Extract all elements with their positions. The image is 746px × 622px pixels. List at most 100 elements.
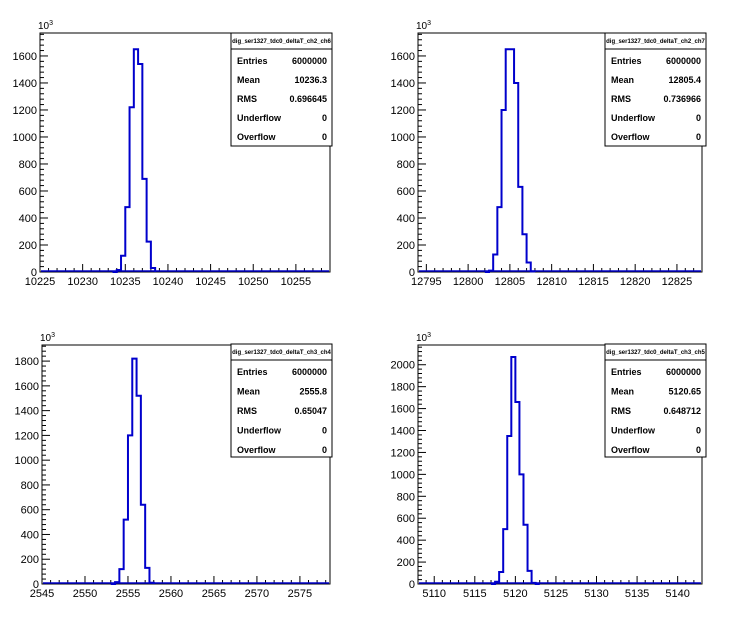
x-tick-label: 5130 (584, 588, 608, 600)
stats-box-frame (604, 32, 707, 147)
x-tick-label: 10225 (25, 276, 56, 288)
stats-value-entries: 6000000 (292, 56, 327, 66)
y-tick-label: 1200 (13, 105, 37, 117)
stats-label-entries: Entries (237, 56, 268, 66)
y-tick-label: 1600 (391, 51, 415, 63)
y-exponent-label: 103 (38, 20, 53, 32)
stats-value-underflow: 0 (322, 426, 327, 436)
x-tick-label: 2545 (30, 588, 54, 600)
y-tick-label: 0 (409, 267, 415, 279)
stats-value-underflow: 0 (696, 113, 701, 123)
y-tick-label: 800 (397, 159, 415, 171)
y-tick-label: 2000 (391, 360, 415, 372)
stats-box-frame (230, 343, 333, 458)
plot-frame (417, 344, 703, 585)
stats-value-entries: 6000000 (292, 367, 327, 377)
y-tick-label: 400 (19, 213, 37, 225)
x-tick-label: 12800 (453, 276, 484, 288)
y-exponent-power: 3 (51, 332, 55, 339)
y-tick-label: 0 (409, 579, 415, 591)
y-tick-label: 1200 (391, 447, 415, 459)
stats-label-entries: Entries (611, 367, 642, 377)
stats-label-underflow: Underflow (611, 426, 656, 436)
y-tick-label: 600 (397, 186, 415, 198)
stats-box-title: dig_ser1327_tdc0_deltaT_ch2_ch6 (232, 39, 331, 45)
y-tick-label: 0 (33, 579, 39, 591)
x-tick-label: 12795 (411, 276, 442, 288)
stats-value-entries: 6000000 (666, 56, 701, 66)
y-tick-label: 1600 (391, 404, 415, 416)
y-exponent-power: 3 (49, 20, 53, 27)
x-tick-label: 10250 (238, 276, 269, 288)
y-tick-label: 1600 (13, 51, 37, 63)
x-tick-label: 12820 (620, 276, 651, 288)
x-tick-label: 5120 (503, 588, 527, 600)
x-tick-label: 5140 (665, 588, 689, 600)
stats-label-rms: RMS (611, 406, 631, 416)
y-tick-label: 1000 (391, 132, 415, 144)
y-exponent-power: 3 (427, 20, 431, 27)
stats-label-entries: Entries (611, 56, 642, 66)
stats-box-title: dig_ser1327_tdc0_deltaT_ch3_ch5 (606, 350, 705, 356)
x-tick-label: 5135 (625, 588, 649, 600)
stats-label-entries: Entries (237, 367, 268, 377)
stats-label-underflow: Underflow (237, 426, 282, 436)
stats-value-rms: 0.736966 (663, 94, 701, 104)
stats-value-rms: 0.65047 (294, 406, 327, 416)
y-tick-label: 200 (397, 240, 415, 252)
stats-label-overflow: Overflow (237, 132, 277, 142)
stats-box-title: dig_ser1327_tdc0_deltaT_ch2_ch7 (606, 39, 705, 45)
stats-value-rms: 0.648712 (663, 406, 701, 416)
stats-label-mean: Mean (237, 75, 260, 85)
stats-value-overflow: 0 (322, 445, 327, 455)
y-tick-label: 1800 (391, 382, 415, 394)
stats-value-overflow: 0 (322, 132, 327, 142)
x-tick-label: 2560 (159, 588, 183, 600)
y-exponent-label: 103 (416, 332, 431, 344)
histogram-outline (491, 356, 540, 585)
y-tick-label: 400 (397, 213, 415, 225)
stats-value-overflow: 0 (696, 445, 701, 455)
x-tick-label: 2570 (245, 588, 269, 600)
histogram-panel-2: 0 200 400 600 800 1000 1200 1400 1600 103 12795 128… (391, 20, 707, 288)
stats-box: dig_ser1327_tdc0_deltaT_ch2_ch6 Entries 60… (230, 32, 333, 147)
y-tick-label: 200 (21, 554, 39, 566)
stats-box-frame (230, 32, 333, 147)
y-exponent-label: 103 (40, 332, 55, 344)
y-tick-label: 1600 (15, 381, 39, 393)
histogram-panel-1: 0 200 400 600 800 1000 1200 1400 1600 103 10225 102… (13, 20, 333, 288)
y-tick-label: 600 (19, 186, 37, 198)
histogram-outline (110, 357, 155, 585)
x-tick-label: 12815 (578, 276, 609, 288)
histogram-outline (484, 48, 536, 273)
stats-value-mean: 5120.65 (668, 387, 701, 397)
y-tick-label: 800 (19, 159, 37, 171)
y-tick-label: 1000 (13, 132, 37, 144)
x-tick-label: 10245 (195, 276, 226, 288)
x-tick-label: 10230 (67, 276, 98, 288)
stats-box-title: dig_ser1327_tdc0_deltaT_ch3_ch4 (232, 350, 331, 356)
y-exponent-label: 103 (416, 20, 431, 32)
histogram-outline (112, 48, 157, 273)
y-tick-label: 600 (21, 505, 39, 517)
x-tick-label: 12805 (495, 276, 526, 288)
stats-box: dig_ser1327_tdc0_deltaT_ch3_ch5 Entries 60… (604, 343, 707, 458)
y-tick-label: 1000 (15, 455, 39, 467)
stats-value-underflow: 0 (322, 113, 327, 123)
stats-value-overflow: 0 (696, 132, 701, 142)
y-tick-label: 400 (397, 535, 415, 547)
y-tick-label: 400 (21, 529, 39, 541)
stats-value-entries: 6000000 (666, 367, 701, 377)
y-tick-label: 1400 (15, 406, 39, 418)
stats-value-rms: 0.696645 (289, 94, 327, 104)
stats-value-mean: 12805.4 (668, 75, 701, 85)
stats-value-mean: 2555.8 (299, 387, 327, 397)
stats-label-overflow: Overflow (237, 445, 277, 455)
y-tick-label: 1200 (15, 430, 39, 442)
y-tick-label: 1200 (391, 105, 415, 117)
stats-label-overflow: Overflow (611, 445, 651, 455)
y-tick-label: 600 (397, 513, 415, 525)
y-tick-label: 1400 (391, 426, 415, 438)
